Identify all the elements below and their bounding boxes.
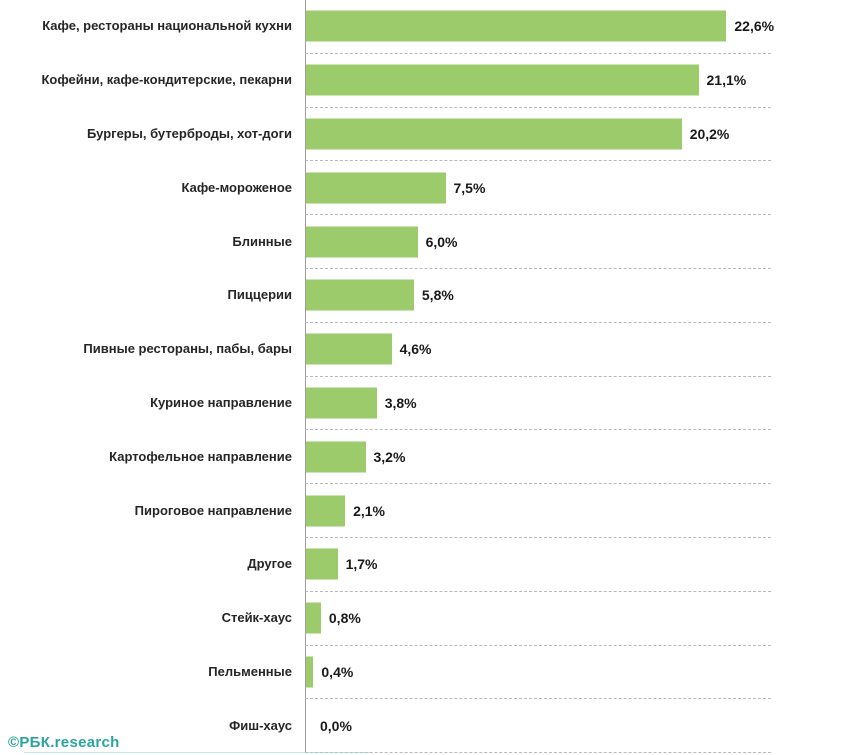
watermark: ©РБК.research <box>8 734 120 751</box>
category-label: Пироговое направление <box>134 502 292 518</box>
bar <box>306 495 346 527</box>
plot-cell: 6,0% <box>305 215 771 269</box>
plot-cell: 21,1% <box>305 53 771 108</box>
chart-row: Пельменные 0,4% <box>0 645 867 700</box>
plot-cell: 7,5% <box>305 161 771 216</box>
value-label: 7,5% <box>453 179 486 196</box>
value-label: 0,4% <box>321 663 354 680</box>
value-label: 6,0% <box>425 233 458 250</box>
plot-cell: 0,8% <box>305 591 771 646</box>
value-label: 5,8% <box>421 287 454 304</box>
value-label: 22,6% <box>734 18 775 35</box>
bar <box>306 656 314 688</box>
bar <box>306 333 392 365</box>
plot-cell: 2,1% <box>305 484 771 538</box>
value-label: 3,8% <box>384 394 417 411</box>
plot-cell: 3,8% <box>305 376 771 431</box>
chart-row: Кафе-мороженое 7,5% <box>0 161 867 216</box>
bar <box>306 172 446 204</box>
bar <box>306 64 699 96</box>
category-label: Картофельное направление <box>109 448 292 464</box>
category-label: Пельменные <box>208 663 292 679</box>
chart-row: Бургеры, бутерброды, хот-доги 20,2% <box>0 107 867 162</box>
value-label: 2,1% <box>353 502 386 519</box>
plot-cell: 3,2% <box>305 430 771 485</box>
plot-cell: 1,7% <box>305 537 771 592</box>
bar <box>306 279 414 311</box>
category-label: Фиш-хаус <box>229 717 292 733</box>
plot-cell: 20,2% <box>305 107 771 162</box>
value-label: 21,1% <box>706 72 747 89</box>
chart-row: Фиш-хаус 0,0% <box>0 699 867 754</box>
plot-cell: 0,4% <box>305 645 771 700</box>
plot-cell: 22,6% <box>305 0 775 54</box>
value-label: 0,8% <box>328 610 361 627</box>
chart-row: Пивные рестораны, пабы, бары 4,6% <box>0 322 867 377</box>
value-label: 4,6% <box>399 341 432 358</box>
category-label: Бургеры, бутерброды, хот-доги <box>86 126 292 142</box>
bar <box>306 118 682 150</box>
plot-cell: 4,6% <box>305 322 771 377</box>
category-label: Куриное направление <box>150 395 292 410</box>
chart-row: Блинные 6,0% <box>0 215 867 269</box>
value-label: 20,2% <box>689 125 730 142</box>
value-label: 1,7% <box>345 556 378 573</box>
bar <box>306 441 366 473</box>
plot-cell: 5,8% <box>305 268 771 323</box>
chart-row: Другое 1,7% <box>0 537 867 592</box>
bar <box>306 387 377 419</box>
category-label: Стейк-хаус <box>221 610 292 626</box>
value-label: 3,2% <box>373 448 406 465</box>
chart-row: Пиццерии 5,8% <box>0 268 867 323</box>
chart-row: Пироговое направление 2,1% <box>0 484 867 538</box>
plot-cell: 0,0% <box>305 699 771 754</box>
bar <box>306 602 321 634</box>
chart-row: Кафе, рестораны национальной кухни 22,6% <box>0 0 867 54</box>
chart-row: Картофельное направление 3,2% <box>0 430 867 485</box>
category-label: Кафе, рестораны национальной кухни <box>42 18 292 34</box>
chart-row: Кофейни, кафе-кондитерские, пекарни 21,1% <box>0 53 867 108</box>
value-label: 0,0% <box>320 717 352 734</box>
bar <box>306 548 338 580</box>
category-label: Пивные рестораны, пабы, бары <box>83 341 292 357</box>
category-label: Кофейни, кафе-кондитерские, пекарни <box>41 72 292 88</box>
chart-row: Стейк-хаус 0,8% <box>0 591 867 646</box>
category-label: Кафе-мороженое <box>181 179 292 195</box>
watermark-underline <box>24 752 370 753</box>
category-label: Блинные <box>232 233 292 249</box>
category-label: Пиццерии <box>227 287 292 303</box>
bar <box>306 226 418 258</box>
category-label: Другое <box>247 556 292 572</box>
chart-row: Куриное направление 3,8% <box>0 376 867 431</box>
bar <box>306 10 727 42</box>
